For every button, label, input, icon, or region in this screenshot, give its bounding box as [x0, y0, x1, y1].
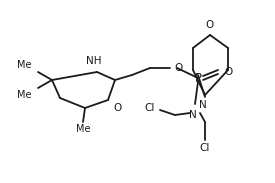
Text: O: O	[224, 67, 232, 77]
Text: Cl: Cl	[200, 143, 210, 153]
Text: Me: Me	[18, 90, 32, 100]
Text: Me: Me	[76, 124, 90, 134]
Text: NH: NH	[86, 56, 102, 66]
Text: P: P	[194, 72, 202, 85]
Text: O: O	[206, 20, 214, 30]
Text: N: N	[189, 110, 197, 120]
Text: Me: Me	[18, 60, 32, 70]
Text: N: N	[199, 100, 207, 110]
Text: O: O	[174, 63, 182, 73]
Text: Cl: Cl	[145, 103, 155, 113]
Text: O: O	[113, 103, 121, 113]
